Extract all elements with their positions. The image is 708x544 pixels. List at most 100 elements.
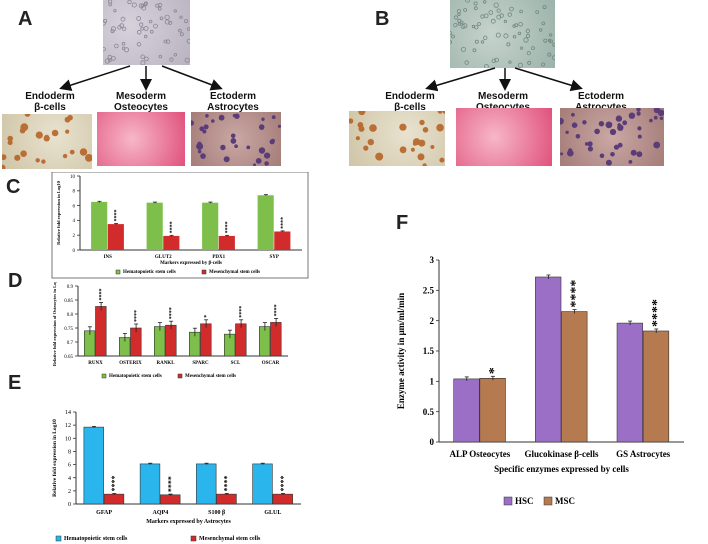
astrocyte [560,152,564,156]
bar-msc-alp-osteocytes [479,378,506,443]
y-tick-label: 8 [73,190,76,195]
cell [541,62,546,67]
cell [496,8,501,13]
astrocyte [617,142,623,148]
bar-hematopoietic-stem-cells-glut2 [146,202,163,250]
beta-cell [41,159,46,164]
significance-marker: **** [169,307,175,319]
cell [108,58,112,62]
astrocyte [197,149,202,154]
cell [101,47,106,52]
cell [184,19,189,24]
beta-cell [79,148,88,156]
x-tick-label: GLUL [264,510,281,516]
cell [173,9,177,13]
bar-hematopoietic-stem-cells-syp [257,195,274,250]
bar-hematopoietic-stem-cells-aqp4 [139,463,161,505]
y-tick-label: 0.5 [423,407,435,417]
x-tick-label: GS Astrocytes [616,449,671,459]
cell [143,2,148,7]
y-tick-label: 12 [65,423,71,429]
y-tick-label: 2 [430,316,435,326]
astrocyte [615,115,623,122]
panel-a-astrocyte-image [188,112,282,167]
cell [547,52,552,57]
panel-b-ectoderm-label: Ectoderm Astrocytes [556,91,646,113]
astrocyte [636,151,643,158]
significance-marker: **** [166,476,175,492]
cell [517,31,522,36]
astrocyte [203,124,209,130]
astrocyte [587,141,593,147]
cell [552,42,556,47]
astrocyte [594,128,600,135]
panel-b-endoderm-label: Endoderm β-cells [370,91,450,113]
panel-a-arrows [59,65,223,91]
cell [169,57,174,62]
legend-label: Hematopoietic stem cells [123,270,176,275]
cell [547,38,552,43]
cell [542,5,547,10]
astrocyte [571,122,578,128]
cell [143,26,149,31]
legend-swatch [503,496,513,506]
bar-mesenchymal-stem-cells-syp [274,231,291,250]
beta-cell [419,119,425,126]
bar-mesenchymal-stem-cells-pdx1 [218,235,235,250]
x-tick-label: SPARC [192,361,209,366]
significance-marker: **** [281,217,287,229]
beta-cell [439,157,445,163]
astrocyte [253,163,256,167]
cell [472,48,477,53]
y-tick-label: 0.7 [67,341,74,346]
cell [110,26,117,32]
bar-msc-glucokinase-cells [561,311,588,443]
cell [179,32,184,37]
cell [527,60,532,65]
panel-a-beta-cell-image [0,111,93,171]
y-tick-label: 2.5 [423,285,435,295]
chart-f-enzyme-activity: Enzyme activity in μm/ml/min 0 0.5 1 1.5 2 2.5… [396,255,684,506]
beta-cell [0,154,7,161]
cell [490,18,496,24]
beta-cell [62,153,68,159]
cell [503,19,508,23]
astrocyte [622,120,628,126]
bar-mesenchymal-stem-cells-aqp4 [160,494,181,505]
cell [149,29,154,34]
cell [462,23,468,29]
beta-cell [399,146,407,154]
cell [184,57,190,63]
astrocyte [218,114,225,121]
astrocyte [264,161,269,166]
cell [473,6,478,11]
bar-mesenchymal-stem-cells-scl [235,323,247,357]
y-axis-label: Relative fold expression in Log10 [52,419,58,497]
y-axis-label: Enzyme activity in μm/ml/min [396,293,406,409]
x-tick-label: OSCAR [262,361,280,366]
beta-cell [417,153,425,161]
cell [509,6,514,12]
bar-msc-gs-astrocytes [642,330,670,443]
y-tick-label: 0 [430,437,435,447]
beta-cell [14,154,21,161]
x-axis-label: Markers expressed by β-cells [160,261,222,266]
cell [131,2,137,8]
legend-swatch [115,269,121,275]
astrocyte [211,119,215,123]
bar-hematopoietic-stem-cells-s100- [196,463,217,505]
significance-marker: **** [239,306,245,318]
cell [136,42,142,47]
legend-label: Mesenchymal stem cells [209,270,260,275]
panel-letter-b: B [375,8,390,30]
astrocyte [653,141,661,149]
y-axis-label: Relative fold expression of Osteocytes i… [52,282,57,366]
x-axis-label: Specific enzymes expressed by cells [494,464,629,474]
cell [477,22,481,26]
y-tick-label: 0 [68,502,71,508]
cell [473,1,478,6]
panel-a-mesoderm-label: Mesoderm Osteocytes [96,91,186,113]
cell [164,19,170,25]
chart-frame [51,172,309,279]
beta-cell [20,150,27,157]
